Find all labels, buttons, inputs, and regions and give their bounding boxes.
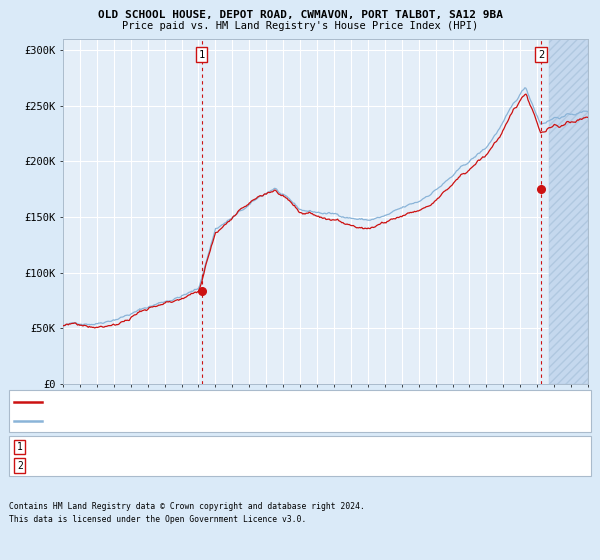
Text: 24-MAR-2023: 24-MAR-2023 bbox=[42, 461, 107, 471]
Text: 2: 2 bbox=[17, 461, 23, 471]
Text: Price paid vs. HM Land Registry's House Price Index (HPI): Price paid vs. HM Land Registry's House … bbox=[122, 21, 478, 31]
Bar bbox=[549, 39, 588, 384]
Text: OLD SCHOOL HOUSE, DEPOT ROAD, CWMAVON, PORT TALBOT, SA12 9BA: OLD SCHOOL HOUSE, DEPOT ROAD, CWMAVON, P… bbox=[97, 10, 503, 20]
Text: HPI: Average price, detached house, Neath Port Talbot: HPI: Average price, detached house, Neat… bbox=[48, 416, 333, 425]
Text: 1: 1 bbox=[199, 50, 205, 60]
Text: £83,500: £83,500 bbox=[207, 442, 248, 452]
Text: 32% ↓ HPI: 32% ↓ HPI bbox=[345, 461, 398, 471]
Text: Contains HM Land Registry data © Crown copyright and database right 2024.: Contains HM Land Registry data © Crown c… bbox=[9, 502, 365, 511]
Text: 07-MAR-2003: 07-MAR-2003 bbox=[42, 442, 107, 452]
Bar bbox=[549, 39, 588, 384]
Text: 2: 2 bbox=[538, 50, 544, 60]
Text: This data is licensed under the Open Government Licence v3.0.: This data is licensed under the Open Gov… bbox=[9, 515, 307, 524]
Text: £175,000: £175,000 bbox=[207, 461, 254, 471]
Text: OLD SCHOOL HOUSE, DEPOT ROAD, CWMAVON, PORT TALBOT, SA12 9BA (detached ho: OLD SCHOOL HOUSE, DEPOT ROAD, CWMAVON, P… bbox=[48, 398, 440, 407]
Text: ≈ HPI: ≈ HPI bbox=[345, 442, 374, 452]
Text: 1: 1 bbox=[17, 442, 23, 452]
